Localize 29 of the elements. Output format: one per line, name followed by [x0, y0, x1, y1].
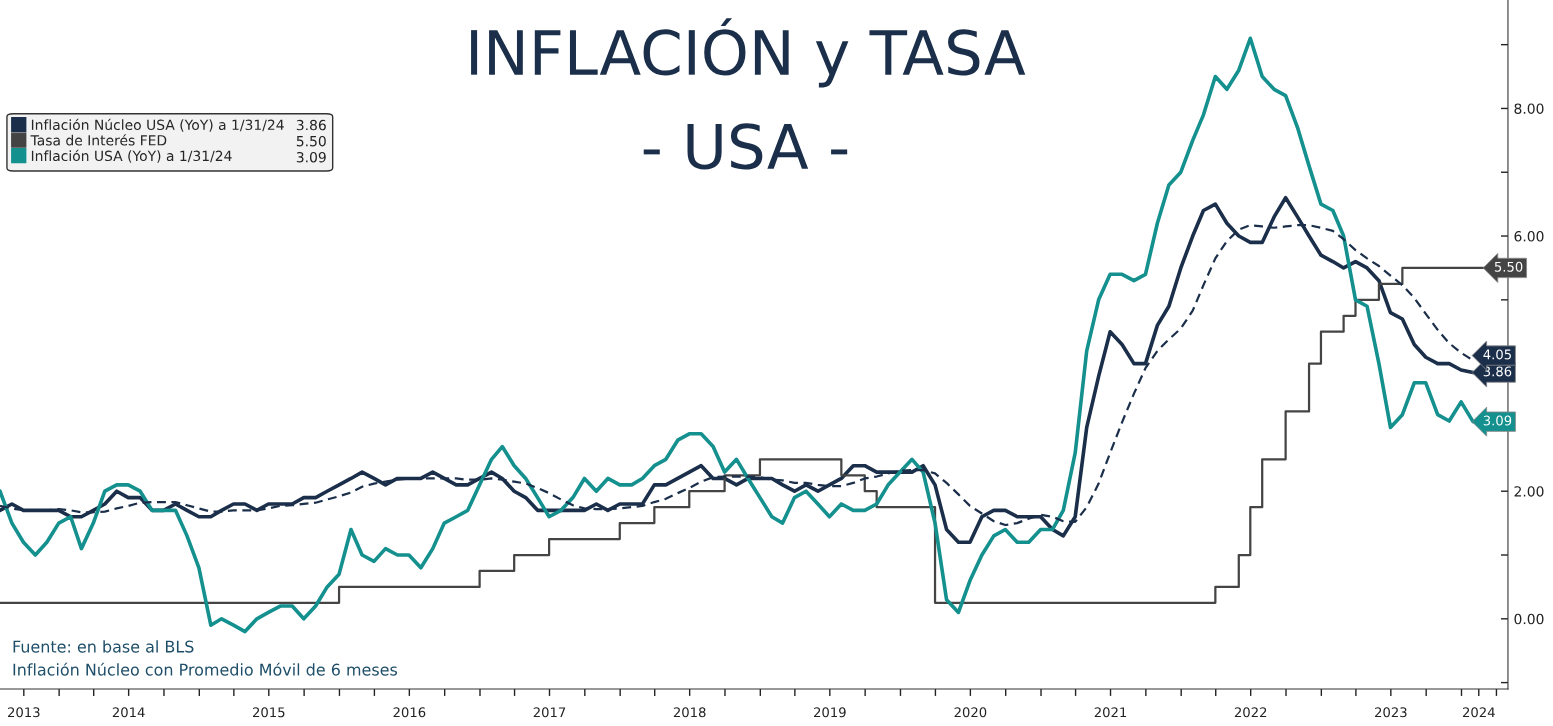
legend-label: Inflación USA (YoY) a 1/31/24 [31, 149, 232, 163]
x-tick-label: 2017 [533, 707, 566, 718]
x-tick-label: 2023 [1375, 707, 1407, 718]
y-tick-label: 8.00 [1514, 103, 1544, 114]
y-tick-label: 2.00 [1514, 486, 1544, 497]
data-label: 4.05 [1483, 349, 1511, 360]
text: 3.09 [296, 151, 326, 163]
x-tick-label: 2024 [1462, 707, 1495, 718]
y-tick-label: 0.00 [1514, 613, 1544, 625]
x-tick-label: 2022 [1234, 707, 1267, 718]
data-label: 3.86 [1483, 366, 1512, 377]
x-tick-label: 2020 [954, 707, 987, 718]
annotation: Fuente: en base al BLS [13, 640, 194, 653]
legend-label: Tasa de Interés FED [30, 134, 167, 146]
annotation: Inflación Núcleo con Promedio Móvil de 6 meses [13, 662, 398, 676]
legend-label: Inflación Núcleo USA (YoY) a 1/31/24 [31, 118, 284, 132]
x-tick-label: 2019 [814, 707, 846, 718]
data-label: 3.09 [1483, 415, 1512, 426]
x-tick-label: 2021 [1094, 707, 1127, 718]
x-tick-label: 2015 [252, 707, 285, 718]
data-label: 5.50 [1494, 261, 1523, 272]
x-tick-label: 2018 [673, 707, 706, 718]
x-tick-label: 2016 [393, 707, 426, 718]
x-tick-label: 2014 [112, 707, 145, 718]
text: INFLACIÓN y TASA - USA - [471, 18, 1026, 170]
text: 3.86 [296, 119, 326, 131]
x-tick-label: 2013 [7, 707, 40, 718]
y-tick-label: 6.00 [1514, 231, 1544, 242]
text: 5.50 [296, 135, 326, 147]
